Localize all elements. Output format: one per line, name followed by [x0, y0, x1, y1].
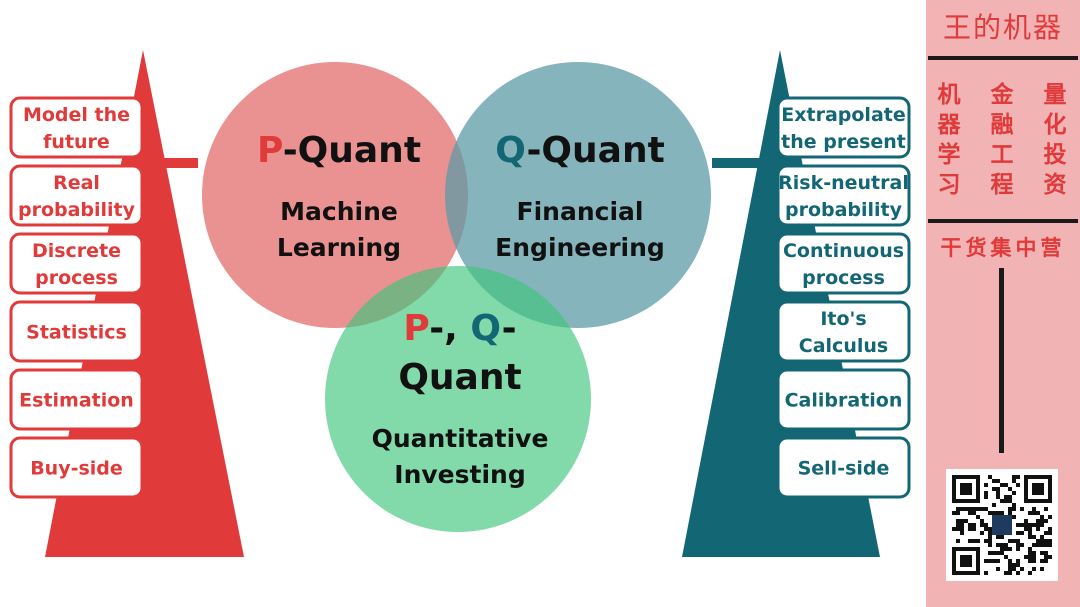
left-list-box — [9, 164, 144, 227]
right-list-box — [776, 436, 911, 499]
left-list-box — [9, 368, 144, 431]
qr-code-icon[interactable] — [946, 469, 1058, 581]
pq-dash: - — [502, 308, 517, 349]
panel-char: 学 — [937, 141, 961, 168]
left-list-label: Buy-side — [30, 458, 123, 480]
pq-separator: -, — [429, 308, 470, 349]
p-letter: P — [257, 130, 283, 171]
panel-char: 器 — [937, 111, 961, 138]
right-list-label: Calibration — [785, 390, 903, 412]
left-list-label: Real probability — [18, 172, 136, 221]
panel-divider-top — [928, 56, 1078, 60]
pq-quant-title-line1: P-, Q- — [403, 308, 516, 349]
quant-diagram: P-Quant Machine Learning Q-Quant Financi… — [9, 50, 911, 557]
right-list-label: Continuous process — [783, 240, 904, 289]
panel-char: 工 — [990, 141, 1014, 168]
panel-char: 机 — [937, 81, 961, 108]
right-list-box — [776, 300, 911, 363]
right-list-box — [776, 368, 911, 431]
q-quant-subtitle-2: Engineering — [495, 233, 665, 262]
panel-divider-bottom — [928, 219, 1078, 223]
panel-columns: 机 器 学 习 金 融 工 程 量 化 投 资 — [934, 80, 1074, 204]
left-list-box — [9, 436, 144, 499]
left-list-label: Discrete process — [32, 240, 121, 289]
left-list-box — [9, 96, 144, 159]
side-panel: 王的机器 机 器 学 习 金 融 工 程 量 化 投 资 干货集中营 — [926, 0, 1080, 607]
left-list-label: Statistics — [26, 322, 127, 344]
right-list-box — [776, 164, 911, 227]
p-quant-subtitle-2: Learning — [277, 233, 401, 262]
right-list-label: Risk-neutral probability — [778, 172, 909, 221]
q-quant-subtitle-1: Financial — [517, 197, 644, 226]
q-letter: Q — [495, 130, 526, 171]
p-quant-circle — [202, 62, 468, 328]
q-quant-rest: -Quant — [526, 130, 664, 171]
panel-char: 习 — [937, 171, 961, 198]
panel-column-1: 机 器 学 习 — [934, 80, 964, 200]
pq-q-letter: Q — [470, 308, 501, 349]
left-list-label: Model the future — [23, 104, 130, 153]
panel-column-3: 量 化 投 资 — [1040, 80, 1070, 200]
right-connector-bar — [712, 158, 776, 168]
right-list-label: Sell-side — [798, 458, 890, 480]
panel-char: 资 — [1043, 171, 1067, 198]
q-quant-title: Q-Quant — [495, 130, 665, 171]
left-list-label: Estimation — [19, 390, 134, 412]
panel-char: 程 — [990, 171, 1014, 198]
p-quant-title: P-Quant — [257, 130, 421, 171]
panel-column-2: 金 融 工 程 — [987, 80, 1017, 200]
panel-title: 王的机器 — [942, 11, 1063, 44]
pq-quant-title-line2: Quant — [398, 357, 521, 398]
q-quant-circle — [445, 62, 711, 328]
right-list-label: Extrapolate the present — [781, 104, 906, 153]
right-list-label: Ito's Calculus — [799, 308, 888, 357]
left-connector-bar — [148, 158, 198, 168]
panel-char: 金 — [990, 81, 1014, 108]
left-list-box — [9, 232, 144, 295]
right-list-box — [776, 96, 911, 159]
left-list: Model the future Real probability Discrete pr… — [9, 96, 144, 499]
left-list-box — [9, 300, 144, 363]
panel-char: 融 — [990, 111, 1014, 138]
panel-slogan: 干货集中营 — [940, 235, 1066, 260]
panel-char: 投 — [1043, 141, 1067, 168]
panel-char: 量 — [1043, 81, 1067, 108]
pq-quant-subtitle-1: Quantitative — [372, 424, 549, 453]
p-quant-subtitle-1: Machine — [280, 197, 398, 226]
panel-char: 化 — [1043, 111, 1067, 138]
p-quant-rest: -Quant — [283, 130, 421, 171]
right-list-box — [776, 232, 911, 295]
pq-quant-circle — [325, 266, 591, 532]
pq-quant-subtitle-2: Investing — [394, 460, 525, 489]
pq-p-letter: P — [403, 308, 429, 349]
panel-vertical-line — [999, 268, 1004, 453]
right-list: Extrapolate the present Risk-neutral probab… — [776, 96, 911, 499]
